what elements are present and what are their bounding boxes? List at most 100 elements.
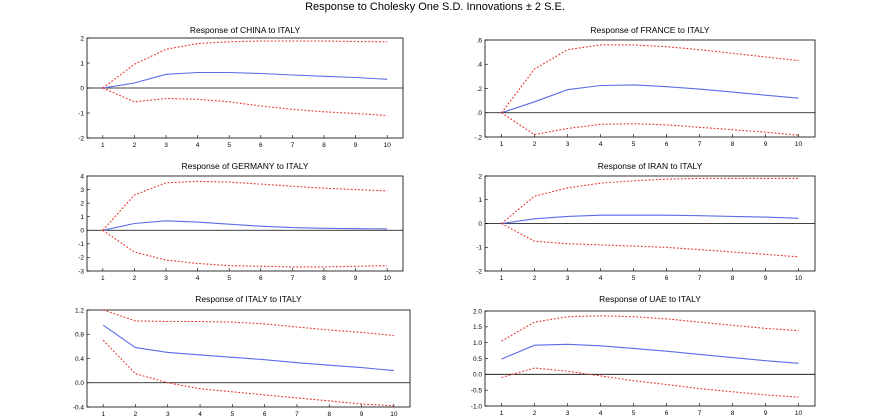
y-tick-label: .0 — [477, 110, 483, 117]
plot-frame — [484, 310, 816, 407]
x-tick-label: 5 — [231, 411, 235, 418]
panel-title: Response of CHINA to ITALY — [190, 25, 301, 35]
y-tick-label: 2 — [478, 173, 482, 180]
y-tick-label: 0.4 — [75, 356, 84, 363]
y-tick-label: .4 — [477, 62, 483, 69]
y-tick-label: -1.0 — [471, 403, 483, 410]
x-tick-label: 8 — [322, 275, 326, 282]
plot-frame — [484, 39, 816, 138]
irf-panel-3: Response of GERMANY to ITALY -3 -2 -1 0 1 2 3 4 1… — [78, 161, 404, 282]
y-tick-label: 0 — [80, 85, 84, 92]
y-tick-label: 0.0 — [75, 380, 84, 387]
x-tick-label: 6 — [263, 411, 267, 418]
response-line — [501, 84, 799, 114]
x-tick-label: 1 — [101, 142, 105, 149]
x-tick-label: 8 — [322, 142, 326, 149]
irf-panel-4: Response of IRAN to ITALY -2 -1 0 1 2 1 2 3 4 5 6 7 8… — [476, 161, 816, 282]
y-tick-label: -1 — [78, 110, 84, 117]
x-tick-label: 2 — [533, 275, 537, 282]
x-tick-label: 3 — [164, 142, 168, 149]
irf-panel-1: Response of CHINA to ITALY -2 -1 0 1 2 1 2 3 4 5 6 7… — [78, 25, 404, 149]
y-tick-label: -.2 — [474, 134, 482, 141]
x-tick-label: 5 — [227, 142, 231, 149]
x-tick-label: 2 — [133, 142, 137, 149]
lower-band-line — [102, 87, 388, 117]
x-tick-label: 5 — [632, 410, 636, 417]
response-line — [102, 220, 388, 231]
x-tick-label: 1 — [500, 141, 504, 148]
panel-title: Response of ITALY to ITALY — [195, 294, 302, 304]
x-tick-label: 10 — [795, 275, 803, 282]
x-tick-label: 7 — [698, 275, 702, 282]
upper-band-line — [501, 315, 799, 342]
y-tick-label: 0.5 — [473, 356, 482, 363]
x-tick-label: 6 — [259, 142, 263, 149]
upper-band-line — [501, 44, 799, 114]
x-tick-label: 6 — [665, 410, 669, 417]
x-tick-label: 3 — [566, 410, 570, 417]
irf-panel-2: Response of FRANCE to ITALY -.2 .0 .2 .4 .6 1 2… — [474, 25, 816, 148]
x-tick-label: 2 — [533, 410, 537, 417]
y-tick-label: 0 — [80, 228, 84, 235]
panel-title: Response of IRAN to ITALY — [598, 161, 703, 171]
x-tick-label: 1 — [101, 411, 105, 418]
x-tick-label: 1 — [101, 275, 105, 282]
x-tick-label: 7 — [698, 141, 702, 148]
x-tick-label: 5 — [227, 275, 231, 282]
y-tick-label: 2 — [80, 35, 84, 42]
y-tick-label: 1.2 — [75, 307, 84, 314]
y-tick-label: 2 — [80, 200, 84, 207]
x-tick-label: 9 — [354, 275, 358, 282]
y-tick-label: 1.5 — [473, 324, 482, 331]
y-tick-label: .2 — [477, 86, 483, 93]
x-tick-label: 4 — [599, 141, 603, 148]
x-tick-label: 9 — [764, 410, 768, 417]
x-tick-label: 4 — [599, 275, 603, 282]
response-line — [102, 324, 394, 372]
x-tick-label: 4 — [196, 142, 200, 149]
y-tick-label: 4 — [80, 173, 84, 180]
y-tick-label: 0 — [478, 221, 482, 228]
irf-panel-5: Response of ITALY to ITALY -0.4 0.0 0.4 0.8 1… — [73, 294, 411, 418]
lower-band-line — [501, 112, 799, 136]
x-tick-label: 10 — [795, 410, 803, 417]
y-tick-label: 1.0 — [473, 340, 482, 347]
y-tick-label: 0.0 — [473, 372, 482, 379]
x-tick-label: 7 — [698, 410, 702, 417]
x-tick-label: 7 — [291, 142, 295, 149]
response-line — [102, 71, 388, 89]
upper-band-line — [501, 177, 799, 224]
x-tick-label: 5 — [632, 275, 636, 282]
x-tick-label: 3 — [166, 411, 170, 418]
upper-band-line — [103, 309, 394, 337]
y-tick-label: 1 — [478, 197, 482, 204]
x-tick-label: 4 — [599, 410, 603, 417]
y-tick-label: 0.8 — [75, 332, 84, 339]
x-tick-label: 1 — [500, 410, 504, 417]
y-tick-label: -0.4 — [73, 404, 85, 411]
y-tick-label: -0.5 — [471, 387, 483, 394]
y-tick-label: 1 — [80, 60, 84, 67]
x-tick-label: 8 — [731, 141, 735, 148]
lower-band-line — [102, 339, 394, 407]
x-tick-label: 10 — [384, 142, 392, 149]
panel-title: Response of FRANCE to ITALY — [590, 25, 710, 35]
x-tick-label: 6 — [665, 275, 669, 282]
x-tick-label: 10 — [390, 411, 398, 418]
lower-band-line — [501, 367, 799, 398]
x-tick-label: 9 — [360, 411, 364, 418]
x-tick-label: 8 — [731, 410, 735, 417]
y-tick-label: -2 — [78, 135, 84, 142]
x-tick-label: 2 — [133, 275, 137, 282]
lower-band-line — [501, 223, 799, 258]
x-tick-label: 10 — [795, 141, 803, 148]
x-tick-label: 8 — [327, 411, 331, 418]
irf-panel-6: Response of UAE to ITALY -1.0 -0.5 0.0 0.5 1.… — [471, 294, 816, 417]
upper-band-line — [102, 40, 388, 89]
plot-frame — [86, 175, 404, 272]
y-tick-label: -1 — [476, 245, 482, 252]
x-tick-label: 9 — [764, 141, 768, 148]
response-line — [501, 343, 799, 364]
